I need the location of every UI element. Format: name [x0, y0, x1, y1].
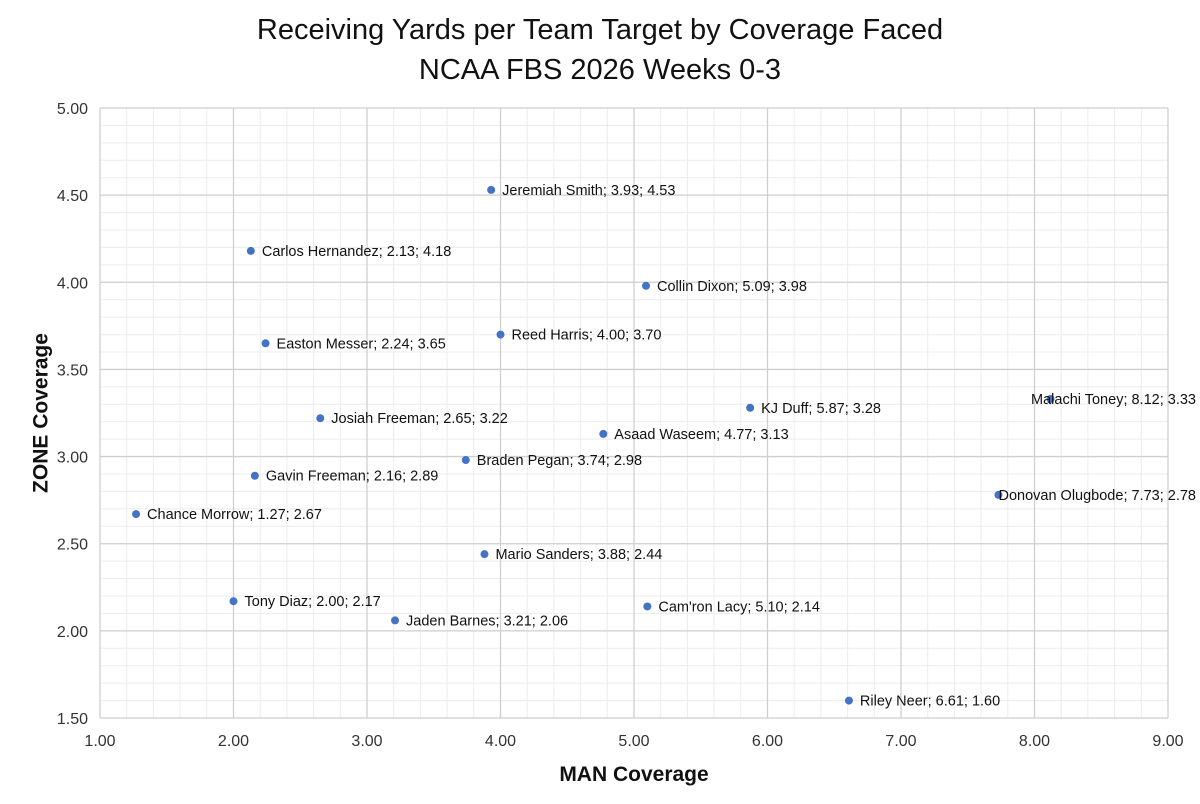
data-point — [461, 456, 470, 465]
x-tick-label: 7.00 — [885, 733, 916, 750]
x-axis-title: MAN Coverage — [559, 763, 708, 786]
data-point — [496, 330, 505, 339]
data-point — [746, 403, 755, 412]
data-label: Tony Diaz; 2.00; 2.17 — [245, 594, 381, 610]
x-tick-label: 2.00 — [218, 733, 249, 750]
y-tick-label: 3.50 — [57, 362, 88, 379]
data-label: Riley Neer; 6.61; 1.60 — [860, 694, 1000, 710]
x-tick-label: 1.00 — [84, 733, 115, 750]
data-label: Carlos Hernandez; 2.13; 4.18 — [262, 244, 451, 260]
y-tick-label: 4.00 — [57, 275, 88, 292]
data-points — [132, 185, 1055, 705]
y-axis-title: ZONE Coverage — [29, 333, 52, 493]
chart-title-line-2: NCAA FBS 2026 Weeks 0-3 — [418, 54, 782, 86]
y-tick-label: 1.50 — [57, 711, 88, 728]
data-label: Mario Sanders; 3.88; 2.44 — [495, 547, 662, 563]
data-label: Jaden Barnes; 3.21; 2.06 — [406, 613, 568, 629]
data-point — [642, 281, 651, 290]
data-label: Gavin Freeman; 2.16; 2.89 — [266, 469, 439, 485]
data-point — [316, 414, 325, 423]
data-point — [261, 339, 270, 348]
y-tick-label: 3.00 — [57, 450, 88, 467]
y-tick-label: 5.00 — [57, 101, 88, 118]
x-tick-label: 5.00 — [618, 733, 649, 750]
data-label: Chance Morrow; 1.27; 2.67 — [147, 507, 322, 523]
data-point — [1046, 395, 1055, 404]
chart-title-line-1: Receiving Yards per Team Target by Cover… — [256, 14, 944, 46]
data-point — [487, 185, 496, 194]
data-label: Asaad Waseem; 4.77; 3.13 — [614, 427, 788, 443]
data-point — [132, 510, 141, 519]
data-label: Cam'ron Lacy; 5.10; 2.14 — [658, 599, 820, 615]
data-label: KJ Duff; 5.87; 3.28 — [761, 401, 881, 417]
data-label: Jeremiah Smith; 3.93; 4.53 — [502, 183, 675, 199]
data-label: Braden Pegan; 3.74; 2.98 — [477, 453, 642, 469]
data-point — [994, 490, 1003, 499]
x-tick-label: 3.00 — [351, 733, 382, 750]
data-label: Donovan Olugbode; 7.73; 2.78 — [998, 488, 1196, 504]
x-tick-label: 6.00 — [752, 733, 783, 750]
tick-labels: 1.00 2.00 3.00 4.00 5.00 6.00 7.00 8.00 9.00 1.50… — [57, 101, 1184, 750]
data-label: Reed Harris; 4.00; 3.70 — [512, 328, 662, 344]
major-gridlines — [99, 107, 1169, 719]
data-point — [480, 550, 489, 559]
data-point — [844, 696, 853, 705]
data-point — [643, 602, 652, 611]
x-tick-label: 8.00 — [1019, 733, 1050, 750]
data-label: Malachi Toney; 8.12; 3.33 — [1031, 392, 1196, 408]
x-tick-label: 4.00 — [485, 733, 516, 750]
data-point — [599, 429, 608, 438]
data-label: Easton Messer; 2.24; 3.65 — [277, 336, 446, 352]
data-label: Collin Dixon; 5.09; 3.98 — [657, 279, 807, 295]
y-tick-label: 2.00 — [57, 624, 88, 641]
data-labels: Jeremiah Smith; 3.93; 4.53 Carlos Hernand… — [147, 183, 1196, 710]
data-point — [246, 246, 255, 255]
y-tick-label: 2.50 — [57, 537, 88, 554]
data-point — [229, 597, 238, 606]
data-label: Josiah Freeman; 2.65; 3.22 — [331, 411, 508, 427]
y-tick-label: 4.50 — [57, 188, 88, 205]
x-tick-label: 9.00 — [1152, 733, 1183, 750]
data-point — [391, 616, 400, 625]
data-point — [250, 471, 259, 480]
